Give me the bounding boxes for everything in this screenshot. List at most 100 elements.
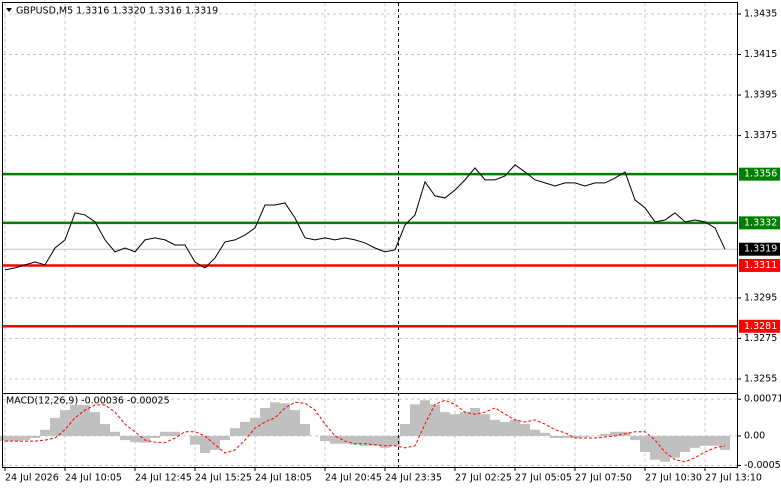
x-tick-label: 27 Jul 13:10 bbox=[705, 473, 762, 484]
y-tick-label: 1.3375 bbox=[744, 130, 777, 141]
macd-bar bbox=[80, 404, 90, 436]
macd-bar bbox=[500, 421, 510, 436]
macd-bar bbox=[520, 424, 530, 436]
y-tick-label: 0.00071 bbox=[744, 394, 781, 405]
macd-bar bbox=[90, 412, 100, 436]
macd-bar bbox=[720, 435, 730, 450]
macd-bar bbox=[420, 400, 430, 436]
macd-bar bbox=[470, 407, 480, 436]
macd-bar bbox=[410, 404, 420, 436]
macd-bar bbox=[250, 417, 260, 436]
x-tick-label: 27 Jul 02:25 bbox=[455, 473, 512, 484]
x-tick-label: 24 Jul 2026 bbox=[5, 473, 59, 484]
macd-bar bbox=[340, 435, 350, 444]
macd-bar bbox=[530, 429, 540, 436]
y-tick-label: 1.3415 bbox=[744, 49, 777, 60]
x-tick-label: 24 Jul 12:45 bbox=[135, 473, 192, 484]
macd-bar bbox=[390, 435, 400, 446]
y-tick-label: 1.3395 bbox=[744, 90, 777, 101]
macd-bar bbox=[50, 417, 60, 436]
macd-bar bbox=[230, 428, 240, 436]
macd-bar bbox=[200, 435, 210, 454]
x-tick-label: 24 Jul 15:25 bbox=[195, 473, 252, 484]
macd-bar bbox=[430, 404, 440, 436]
macd-bar bbox=[40, 429, 50, 436]
x-tick-label: 27 Jul 07:50 bbox=[575, 473, 632, 484]
chart-frame bbox=[2, 2, 738, 468]
macd-bar bbox=[280, 403, 290, 436]
x-tick-label: 24 Jul 23:35 bbox=[385, 473, 442, 484]
x-tick-label: 24 Jul 18:05 bbox=[255, 473, 312, 484]
x-tick-label: 27 Jul 05:05 bbox=[515, 473, 572, 484]
y-tick-label: 0.00 bbox=[744, 430, 765, 441]
y-tick-label: 1.3295 bbox=[744, 292, 777, 303]
level-label: 1.3311 bbox=[744, 260, 777, 271]
y-tick-label: 1.3255 bbox=[744, 374, 777, 385]
macd-bar bbox=[110, 431, 120, 436]
macd-bar bbox=[450, 414, 460, 436]
macd-bar bbox=[580, 435, 590, 437]
macd-bar bbox=[640, 435, 650, 452]
macd-bar bbox=[210, 435, 220, 450]
macd-bar bbox=[140, 435, 150, 443]
macd-bar bbox=[10, 435, 20, 442]
macd-bar bbox=[160, 431, 170, 436]
macd-bar bbox=[400, 424, 410, 436]
level-label-box bbox=[739, 216, 780, 230]
macd-bar bbox=[630, 435, 640, 441]
macd-bar bbox=[440, 412, 450, 436]
x-tick-label: 27 Jul 10:30 bbox=[645, 473, 702, 484]
macd-bar bbox=[30, 435, 40, 439]
macd-bar bbox=[380, 435, 390, 448]
y-tick-label: 1.3275 bbox=[744, 333, 777, 344]
level-label: 1.3356 bbox=[744, 169, 777, 180]
macd-bar bbox=[100, 424, 110, 436]
macd-bar bbox=[240, 421, 250, 436]
macd-bar bbox=[0, 435, 10, 442]
chart-title: GBPUSD,M5 1.3316 1.3320 1.3316 1.3319 bbox=[16, 6, 218, 17]
current-price-label: 1.3319 bbox=[744, 244, 777, 255]
y-tick-label: 1.3435 bbox=[744, 8, 777, 19]
current-price-box bbox=[739, 242, 780, 256]
macd-bar bbox=[120, 435, 130, 441]
macd-bar bbox=[220, 435, 230, 441]
macd-bar bbox=[660, 435, 670, 462]
x-tick-label: 24 Jul 10:05 bbox=[65, 473, 122, 484]
macd-bar bbox=[60, 410, 70, 436]
indicator-title: MACD(12,26,9) -0.00036 -0.00025 bbox=[6, 396, 170, 407]
macd-bar bbox=[710, 435, 720, 446]
macd-bar bbox=[70, 404, 80, 436]
macd-bar bbox=[330, 435, 340, 444]
macd-bar bbox=[670, 435, 680, 458]
macd-bar bbox=[480, 414, 490, 436]
macd-bar bbox=[460, 412, 470, 436]
macd-bar bbox=[20, 435, 30, 441]
marks-layer bbox=[0, 164, 737, 463]
level-label: 1.3281 bbox=[744, 321, 777, 332]
macd-bar bbox=[610, 431, 620, 436]
level-label: 1.3332 bbox=[744, 217, 777, 228]
macd-bar bbox=[370, 435, 380, 446]
level-label-box bbox=[739, 167, 780, 181]
macd-bar bbox=[290, 410, 300, 436]
macd-bar bbox=[690, 435, 700, 448]
macd-bar bbox=[190, 435, 200, 445]
macd-bar bbox=[320, 435, 330, 442]
macd-bar bbox=[170, 431, 180, 436]
macd-bar bbox=[550, 435, 560, 439]
macd-bar bbox=[300, 424, 310, 436]
menu-triangle[interactable] bbox=[6, 8, 12, 12]
macd-bar bbox=[490, 419, 500, 436]
macd-bar bbox=[650, 435, 660, 460]
signal-line bbox=[5, 399, 726, 463]
macd-bar bbox=[600, 433, 610, 436]
price-line bbox=[4, 164, 726, 271]
macd-bar bbox=[270, 402, 280, 436]
macd-bar bbox=[700, 435, 710, 446]
macd-bar bbox=[260, 407, 270, 436]
macd-bar bbox=[570, 435, 580, 439]
macd-bar bbox=[360, 435, 370, 446]
